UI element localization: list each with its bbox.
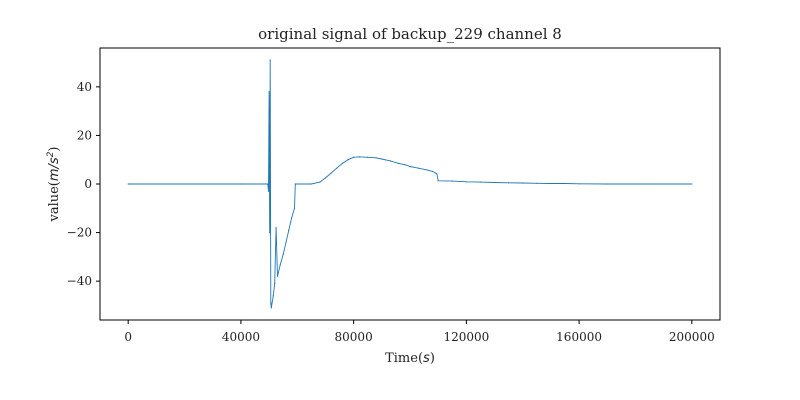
data-point (276, 275, 279, 277)
y-axis-label-unit-power: 2 (46, 151, 56, 157)
data-point (358, 156, 360, 158)
y-tick-label: −20 (67, 226, 92, 240)
data-point (479, 181, 482, 183)
data-point (324, 177, 327, 179)
data-point (564, 182, 566, 185)
data-point (375, 157, 377, 159)
y-tick-label: −40 (67, 274, 92, 288)
y-axis-label: value(m/s2) (46, 146, 62, 222)
data-point (274, 283, 276, 285)
data-point (522, 182, 524, 184)
data-point (291, 217, 293, 219)
data-point (398, 162, 400, 164)
data-point (240, 183, 242, 185)
data-point (381, 158, 383, 160)
data-point (353, 156, 355, 158)
x-tick-label: 120000 (443, 330, 489, 344)
data-point (437, 180, 439, 182)
data-point (436, 173, 438, 175)
data-point (269, 232, 271, 234)
data-point (336, 167, 338, 169)
data-point (270, 307, 272, 309)
data-point (127, 183, 129, 185)
data-point (267, 190, 270, 192)
data-point (267, 183, 269, 185)
data-point (403, 164, 405, 166)
plot-frame (99, 47, 721, 321)
chart-title: original signal of backup_229 channel 8 (258, 25, 562, 43)
data-point (268, 91, 270, 93)
data-point (606, 183, 608, 185)
data-point (536, 182, 538, 184)
y-tick-label: 0 (84, 177, 92, 191)
data-point (275, 227, 277, 229)
y-axis-label-unit: m/s (47, 157, 62, 181)
plot-layer (127, 59, 693, 309)
data-point (288, 229, 290, 231)
data-point (367, 156, 369, 158)
data-point (550, 182, 552, 185)
x-tick-label: 0 (124, 330, 132, 344)
y-tick-label: 40 (77, 80, 92, 94)
data-point (341, 162, 343, 164)
data-point (426, 169, 428, 171)
x-tick-label: 200000 (669, 330, 715, 344)
data-point (431, 170, 434, 172)
x-axis-label: Time(s) (385, 351, 435, 366)
data-point (417, 167, 420, 169)
data-point (270, 302, 272, 304)
x-tick-label: 160000 (556, 330, 602, 344)
data-point (508, 182, 510, 184)
data-point (310, 183, 312, 185)
data-point (269, 59, 271, 61)
data-point (330, 172, 332, 174)
data-point (389, 160, 391, 162)
data-point (451, 180, 453, 182)
x-axis-ticks: 0 40000 80000 120000 160000 200000 (124, 320, 715, 344)
data-point (282, 253, 284, 255)
data-point (648, 183, 651, 185)
data-point (279, 263, 281, 265)
data-point (293, 207, 296, 209)
data-point (319, 181, 321, 183)
data-point (285, 241, 287, 243)
data-point (272, 295, 274, 297)
y-axis-label-text: value (47, 186, 62, 223)
data-point (347, 159, 349, 161)
x-axis-label-text: Time (385, 351, 418, 366)
data-point (409, 165, 411, 168)
series-line (128, 59, 692, 309)
y-axis-ticks: −40 −20 0 20 40 (67, 80, 100, 288)
y-tick-label: 20 (77, 128, 92, 142)
data-point (578, 183, 580, 185)
x-tick-label: 80000 (335, 330, 373, 344)
data-point (465, 181, 467, 183)
data-point (691, 183, 693, 185)
data-point (294, 183, 296, 185)
x-tick-label: 40000 (222, 330, 260, 344)
x-axis-label-unit: s (423, 351, 430, 366)
data-point (493, 181, 496, 184)
